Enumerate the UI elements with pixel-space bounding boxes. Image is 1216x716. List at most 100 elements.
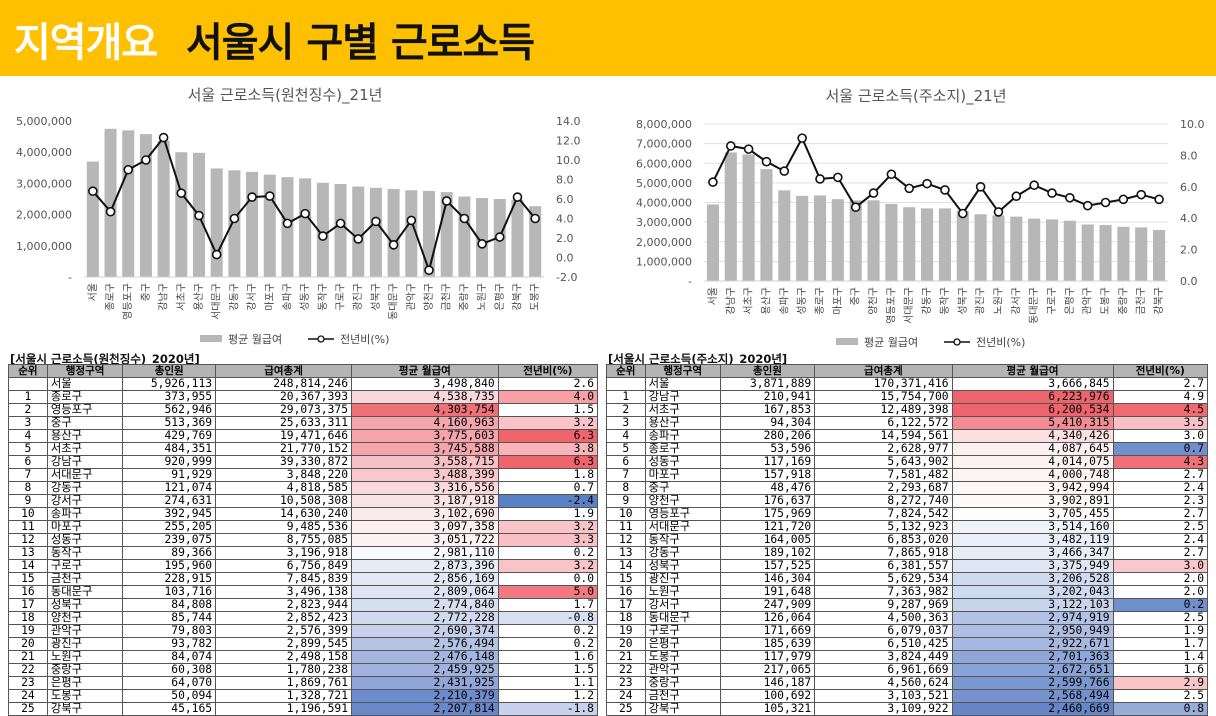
bar: [422, 190, 436, 277]
table-row: 1 종로구 373,955 20,367,393 4,538,735 4.0: [8, 390, 599, 404]
table-cell: 10,508,308: [215, 494, 353, 508]
y-tick-left: -: [68, 271, 72, 284]
table-cell: 2,476,148: [351, 650, 499, 664]
bar: [1099, 225, 1112, 281]
x-tick-label: 영등포구: [885, 287, 897, 324]
table-cell: 광진구: [46, 637, 124, 651]
yoy-point: [922, 178, 932, 189]
table-cell: 484,351: [122, 442, 217, 456]
table-cell: 4,000,748: [951, 468, 1114, 482]
yoy-point: [123, 164, 134, 175]
table-cell: 4: [8, 429, 48, 443]
bar: [849, 200, 862, 281]
table-cell: 3.2: [497, 416, 599, 430]
x-tick-label: 서울: [707, 287, 719, 305]
table-row: 10 송파구 392,945 14,630,240 3,102,690 1.9: [8, 507, 599, 521]
x-tick-label: 서초구: [743, 287, 755, 315]
table-cell: 노원구: [644, 585, 721, 599]
x-tick-label: 동작구: [317, 283, 329, 311]
table-cell: 16: [606, 585, 646, 599]
table-cell: 8,272,740: [814, 494, 953, 508]
x-tick-label: 강동구: [228, 283, 240, 311]
table-cell: 16: [8, 585, 48, 599]
table-cell: 2,460,669: [951, 702, 1114, 716]
x-tick-label: 송파구: [778, 287, 790, 315]
table-cell: [8, 377, 48, 391]
table-cell: 14,594,561: [814, 429, 953, 443]
bar: [316, 182, 329, 277]
table-cell: 8,755,085: [215, 533, 353, 547]
table-cell: 강서구: [46, 494, 124, 508]
table-cell: 양천구: [46, 611, 124, 625]
yoy-point: [247, 192, 257, 202]
table-cell: 2,568,494: [951, 689, 1114, 703]
table-cell: 구로구: [46, 559, 124, 573]
table-cell: 3.3: [497, 533, 599, 547]
table-cell: 2.5: [1112, 689, 1209, 703]
table-cell: 48,476: [719, 481, 816, 495]
yoy-point: [708, 177, 718, 187]
table-cell: 2,701,363: [951, 650, 1114, 664]
table-cell: 3,848,220: [215, 468, 353, 482]
bar: [529, 206, 542, 277]
table-cell: [606, 377, 646, 391]
x-tick-label: 중구: [140, 283, 152, 301]
column-header: 평균 월급여: [351, 364, 499, 378]
bar: [1045, 219, 1059, 281]
table-cell: 송파구: [644, 429, 721, 443]
table-cell: 3,824,449: [814, 650, 953, 664]
x-tick-label: 성동구: [796, 287, 808, 315]
yoy-point: [211, 249, 222, 260]
table-row: 2 서초구 167,853 12,489,398 6,200,534 4.5: [606, 403, 1209, 417]
yoy-point: [141, 155, 151, 165]
table-cell: 4,500,363: [814, 611, 953, 625]
table-cell: 6,079,037: [814, 624, 953, 638]
table-cell: 서대문구: [46, 468, 124, 482]
table-cell: 7,865,918: [814, 546, 953, 560]
table-cell: 중랑구: [644, 676, 721, 690]
table-cell: 1.5: [497, 403, 599, 417]
table-row: 15 광진구 146,304 5,629,534 3,206,528 2.0: [606, 572, 1209, 586]
table-cell: 85,744: [122, 611, 217, 625]
table-cell: 4.0: [497, 390, 599, 404]
table-cell: 6,381,557: [814, 559, 953, 573]
table-row: 12 동작구 164,005 6,853,020 3,482,119 2.4: [606, 533, 1209, 547]
table-cell: 3,902,891: [951, 494, 1114, 508]
table-cell: 마포구: [46, 520, 124, 534]
yoy-point: [743, 144, 754, 154]
table-cell: 7: [8, 468, 48, 482]
column-header: 전년비(%): [1112, 364, 1209, 378]
table-row: 14 성북구 157,525 6,381,557 3,375,949 3.0: [606, 559, 1209, 573]
yoy-point: [88, 186, 98, 196]
table-cell: 4.3: [1112, 455, 1209, 469]
x-tick-label: 영등포구: [122, 283, 134, 320]
table-cell: 2,431,925: [351, 676, 499, 690]
legend-swatch-bar: [200, 335, 222, 342]
bar: [706, 204, 719, 281]
table-cell: 117,979: [719, 650, 816, 664]
table-cell: 84,074: [122, 650, 217, 664]
table-cell: 13: [606, 546, 646, 560]
x-tick-label: 관악구: [405, 283, 417, 311]
y-tick-left: 5,000,000: [636, 177, 692, 190]
table-row: 3 중구 513,369 25,633,311 4,160,963 3.2: [8, 416, 599, 430]
table-cell: 24: [606, 689, 646, 703]
table-cell: 중구: [644, 481, 721, 495]
table-cell: 동대문구: [644, 611, 721, 625]
table-cell: 1,196,591: [215, 702, 353, 716]
table-row: 6 성동구 117,169 5,643,902 4,014,075 4.3: [606, 455, 1209, 469]
x-tick-label: 노원구: [992, 287, 1004, 315]
bar: [139, 134, 152, 277]
y-tick-left: 4,000,000: [636, 197, 692, 210]
table-cell: 3,122,103: [951, 598, 1114, 612]
bar: [246, 171, 259, 277]
y-tick-right: 12.0: [556, 135, 581, 148]
table-cell: 2,922,671: [951, 637, 1114, 651]
yoy-point: [1100, 197, 1111, 208]
bar: [813, 195, 827, 281]
table-row: 16 노원구 191,648 7,363,982 3,202,043 2.0: [606, 585, 1209, 599]
table-cell: 9,485,536: [215, 520, 353, 534]
table-cell: 6,853,020: [814, 533, 953, 547]
table-cell: 170,371,416: [814, 377, 953, 391]
yoy-point: [940, 185, 950, 195]
